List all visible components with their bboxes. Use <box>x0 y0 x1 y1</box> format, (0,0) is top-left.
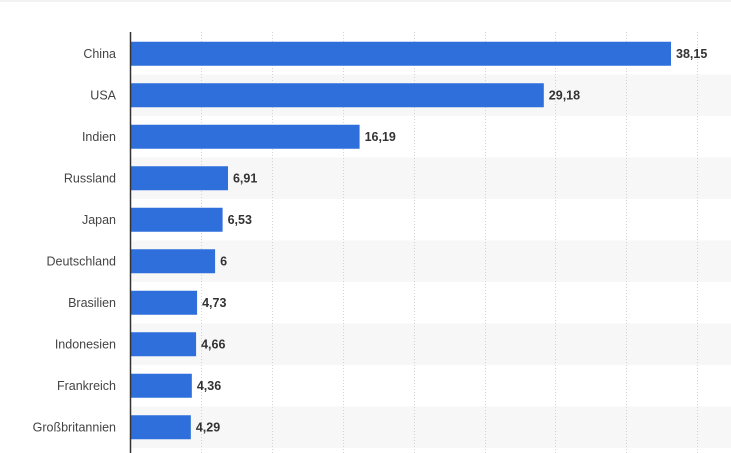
category-label: China <box>83 47 116 61</box>
value-label: 4,66 <box>201 337 225 351</box>
bar <box>130 83 544 108</box>
bar <box>130 332 197 357</box>
bar <box>130 290 198 315</box>
row-band <box>130 406 731 448</box>
category-label: Japan <box>82 213 116 227</box>
bar <box>130 166 228 191</box>
value-label: 4,36 <box>197 379 221 393</box>
value-label: 29,18 <box>549 88 580 102</box>
bar <box>130 41 671 66</box>
bar <box>130 373 192 398</box>
bar <box>130 207 223 232</box>
category-label: Indonesien <box>55 337 116 351</box>
value-label: 4,29 <box>196 420 220 434</box>
row-band <box>130 323 731 365</box>
category-label: Brasilien <box>68 296 116 310</box>
category-label: USA <box>90 88 116 102</box>
category-label: Großbritannien <box>33 420 116 434</box>
category-label: Frankreich <box>57 379 116 393</box>
value-label: 6,91 <box>233 171 257 185</box>
value-label: 38,15 <box>676 47 707 61</box>
value-label: 6,53 <box>228 213 252 227</box>
bar <box>130 415 191 440</box>
value-label: 16,19 <box>365 130 396 144</box>
category-label: Indien <box>82 130 116 144</box>
bar <box>130 124 360 149</box>
category-label: Deutschland <box>47 254 117 268</box>
row-band <box>130 240 731 282</box>
category-label: Russland <box>64 171 116 185</box>
row-band <box>130 157 731 199</box>
value-label: 4,73 <box>202 296 226 310</box>
value-label: 6 <box>220 254 227 268</box>
bar <box>130 249 216 274</box>
